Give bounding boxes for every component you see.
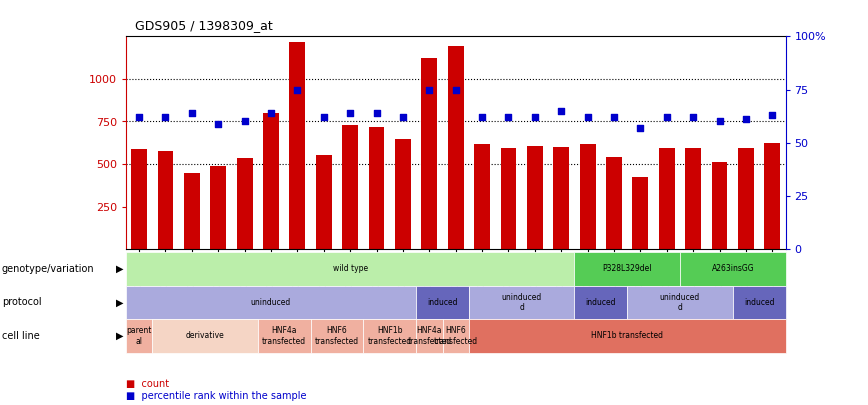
Bar [131, 149, 147, 249]
Bar [263, 113, 279, 249]
Bar [289, 42, 306, 249]
Text: HNF4a
transfected: HNF4a transfected [262, 326, 306, 345]
Text: A263insGG: A263insGG [712, 264, 754, 273]
Bar [606, 157, 622, 249]
Point [370, 110, 384, 116]
Point [555, 108, 569, 114]
Bar [316, 155, 332, 249]
Point [766, 112, 779, 118]
Text: parent
al: parent al [127, 326, 152, 345]
Bar [369, 128, 385, 249]
Point [238, 118, 252, 125]
Bar [501, 148, 516, 249]
Bar [580, 145, 595, 249]
Point [291, 86, 305, 93]
Text: protocol: protocol [2, 297, 42, 307]
Point [502, 114, 516, 120]
Point [581, 114, 595, 120]
Text: induced: induced [744, 298, 774, 307]
Point [528, 114, 542, 120]
Point [713, 118, 727, 125]
Bar [421, 58, 437, 249]
Text: HNF6
transfected: HNF6 transfected [315, 326, 359, 345]
Bar [527, 146, 542, 249]
Bar [448, 46, 464, 249]
Text: wild type: wild type [332, 264, 368, 273]
Point [132, 114, 146, 120]
Bar [765, 143, 780, 249]
Text: HNF1b
transfected: HNF1b transfected [368, 326, 411, 345]
Text: HNF1b transfected: HNF1b transfected [591, 331, 663, 341]
Bar [210, 166, 227, 249]
Bar [184, 173, 200, 249]
Text: induced: induced [586, 298, 616, 307]
Bar [738, 148, 754, 249]
Point [211, 120, 225, 127]
Text: uninduced
d: uninduced d [660, 293, 700, 312]
Bar [712, 162, 727, 249]
Point [687, 114, 700, 120]
Bar [395, 139, 411, 249]
Point [396, 114, 410, 120]
Text: ▶: ▶ [116, 297, 123, 307]
Text: P328L329del: P328L329del [602, 264, 652, 273]
Text: HNF4a
transfected: HNF4a transfected [407, 326, 451, 345]
Point [449, 86, 463, 93]
Point [264, 110, 278, 116]
Bar [157, 151, 174, 249]
Point [739, 116, 753, 123]
Point [185, 110, 199, 116]
Text: GDS905 / 1398309_at: GDS905 / 1398309_at [135, 19, 273, 32]
Point [343, 110, 357, 116]
Point [423, 86, 437, 93]
Point [317, 114, 331, 120]
Bar [659, 148, 674, 249]
Bar [633, 177, 648, 249]
Text: genotype/variation: genotype/variation [2, 264, 95, 274]
Point [660, 114, 674, 120]
Bar [474, 145, 490, 249]
Point [607, 114, 621, 120]
Text: ▶: ▶ [116, 331, 123, 341]
Bar [237, 158, 253, 249]
Text: cell line: cell line [2, 331, 39, 341]
Text: uninduced: uninduced [251, 298, 291, 307]
Point [159, 114, 173, 120]
Bar [342, 125, 358, 249]
Point [634, 125, 648, 131]
Text: ■  percentile rank within the sample: ■ percentile rank within the sample [126, 391, 306, 401]
Bar [685, 148, 701, 249]
Text: HNF6
transfected: HNF6 transfected [434, 326, 477, 345]
Text: induced: induced [427, 298, 457, 307]
Bar [553, 147, 569, 249]
Text: ▶: ▶ [116, 264, 123, 274]
Point [475, 114, 489, 120]
Text: uninduced
d: uninduced d [502, 293, 542, 312]
Text: ■  count: ■ count [126, 379, 169, 389]
Text: derivative: derivative [186, 331, 225, 341]
